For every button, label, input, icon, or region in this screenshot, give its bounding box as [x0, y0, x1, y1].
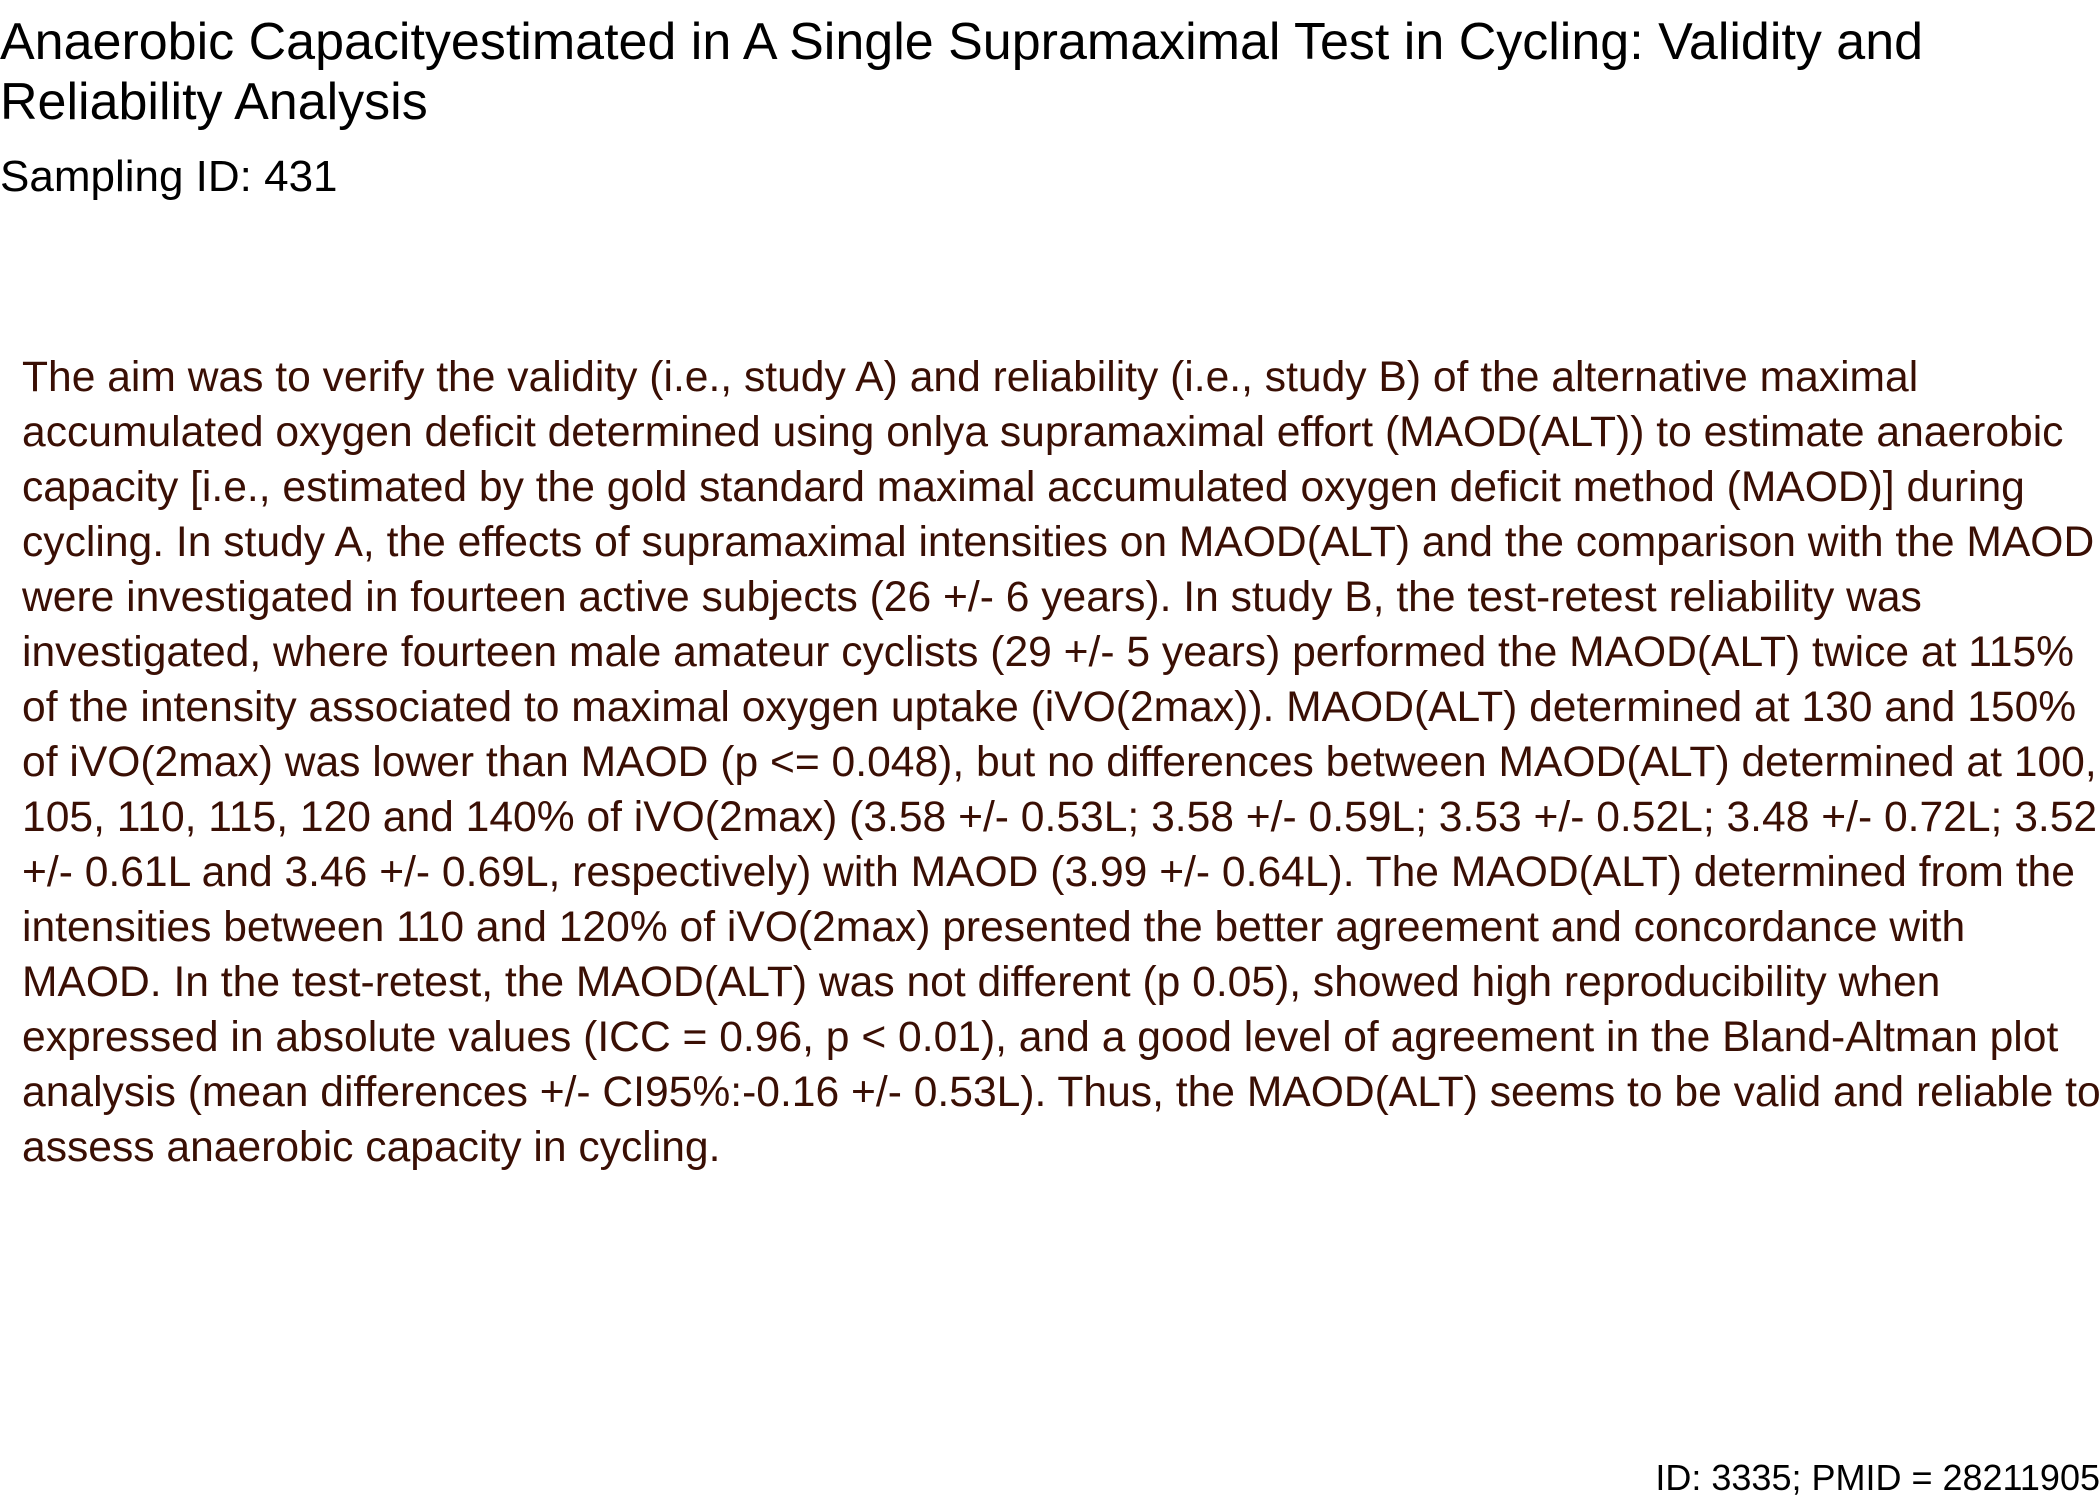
abstract-text: The aim was to verify the validity (i.e.… — [22, 353, 2100, 1171]
footer-id: ID: 3335; PMID = 28211905 — [1655, 1457, 2100, 1498]
sampling-id: Sampling ID: 431 — [0, 152, 338, 201]
document-title: Anaerobic Capacityestimated in A Single … — [0, 13, 1924, 131]
